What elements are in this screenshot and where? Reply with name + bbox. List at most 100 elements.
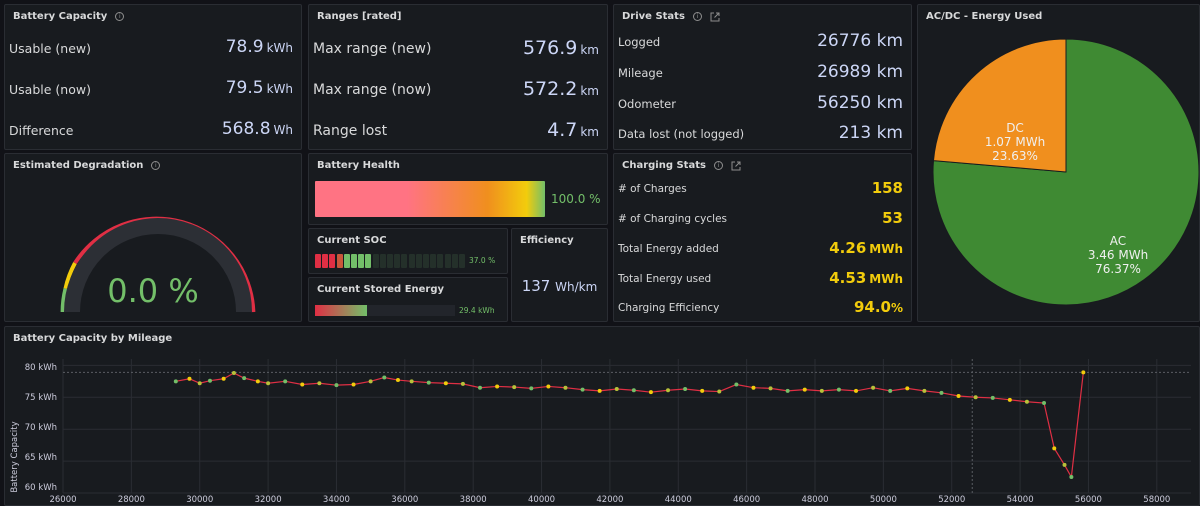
stat-row-logged: Logged 26776 km bbox=[614, 31, 911, 53]
external-link-icon[interactable] bbox=[731, 161, 741, 171]
gauge-threshold-green bbox=[60, 288, 68, 313]
data-point[interactable] bbox=[255, 379, 260, 384]
stat-unit: % bbox=[890, 301, 903, 315]
data-point[interactable] bbox=[283, 379, 288, 384]
data-point[interactable] bbox=[666, 388, 671, 393]
stat-unit: km bbox=[580, 43, 599, 57]
pie-label-ac-value: 3.46 MWh bbox=[1088, 248, 1148, 262]
pie-slice-dc[interactable] bbox=[932, 38, 1067, 173]
data-point[interactable] bbox=[300, 382, 305, 387]
stat-value: 4.26 MWh bbox=[829, 239, 903, 257]
data-point[interactable] bbox=[751, 385, 756, 390]
data-point[interactable] bbox=[854, 388, 859, 393]
pie-label-dc-percent: 23.63% bbox=[992, 149, 1038, 163]
stat-row-range-lost: Range lost 4.7 km bbox=[309, 119, 607, 141]
charging-stats-panel: Charging Stats i # of Charges 158 # of Ch… bbox=[613, 153, 912, 322]
data-point[interactable] bbox=[1069, 475, 1074, 480]
data-point[interactable] bbox=[1024, 399, 1029, 404]
data-point[interactable] bbox=[1007, 397, 1012, 402]
data-point[interactable] bbox=[819, 388, 824, 393]
data-point[interactable] bbox=[888, 388, 893, 393]
data-point[interactable] bbox=[207, 378, 212, 383]
stat-row-data-lost: Data lost (not logged) 213 km bbox=[614, 123, 911, 145]
stored-energy-fill bbox=[315, 305, 367, 316]
degradation-value: 0.0 % bbox=[107, 272, 199, 310]
data-point[interactable] bbox=[717, 389, 722, 394]
external-link-icon[interactable] bbox=[710, 12, 720, 22]
data-point[interactable] bbox=[266, 381, 271, 386]
stat-label: Max range (new) bbox=[313, 41, 432, 57]
data-point[interactable] bbox=[614, 386, 619, 391]
data-point[interactable] bbox=[1052, 446, 1057, 451]
soc-segment bbox=[379, 254, 386, 268]
data-point[interactable] bbox=[334, 383, 339, 388]
data-point[interactable] bbox=[231, 371, 236, 376]
y-tick-label: 65 kWh bbox=[25, 453, 57, 463]
info-icon[interactable]: i bbox=[713, 161, 723, 170]
info-icon[interactable]: i bbox=[692, 12, 702, 21]
soc-segment bbox=[430, 254, 437, 268]
info-icon[interactable]: i bbox=[151, 161, 161, 170]
data-point[interactable] bbox=[529, 386, 534, 391]
stat-value: 568.8 Wh bbox=[222, 119, 293, 139]
data-point[interactable] bbox=[382, 375, 387, 380]
data-point[interactable] bbox=[580, 387, 585, 392]
data-point[interactable] bbox=[785, 388, 790, 393]
data-point[interactable] bbox=[242, 376, 247, 381]
data-point[interactable] bbox=[1062, 462, 1067, 467]
data-point[interactable] bbox=[922, 388, 927, 393]
stat-label: Data lost (not logged) bbox=[618, 127, 745, 141]
data-point[interactable] bbox=[512, 385, 517, 390]
y-tick-label: 80 kWh bbox=[25, 363, 57, 373]
data-point[interactable] bbox=[317, 381, 322, 386]
data-point[interactable] bbox=[395, 378, 400, 383]
data-point[interactable] bbox=[973, 395, 978, 400]
stat-value: 53 bbox=[882, 209, 903, 227]
stat-number: 568.8 bbox=[221, 119, 271, 139]
data-point[interactable] bbox=[956, 394, 961, 399]
stat-label: Odometer bbox=[618, 97, 676, 111]
data-point[interactable] bbox=[939, 390, 944, 395]
data-point[interactable] bbox=[734, 382, 739, 387]
data-point[interactable] bbox=[905, 386, 910, 391]
data-point[interactable] bbox=[768, 386, 773, 391]
data-point[interactable] bbox=[426, 380, 431, 385]
data-point[interactable] bbox=[597, 388, 602, 393]
data-point[interactable] bbox=[563, 385, 568, 390]
data-point[interactable] bbox=[648, 390, 653, 395]
soc-segment bbox=[315, 254, 321, 268]
drive-stats-panel: Drive Stats i Logged 26776 km Mileage 269… bbox=[613, 4, 912, 150]
data-point[interactable] bbox=[478, 385, 483, 390]
stat-value: 576.9 km bbox=[523, 37, 599, 59]
data-point[interactable] bbox=[187, 376, 192, 381]
x-tick-label: 50000 bbox=[870, 495, 897, 505]
data-point[interactable] bbox=[683, 386, 688, 391]
soc-segment bbox=[358, 254, 365, 268]
stat-row-energy-added: Total Energy added 4.26 MWh bbox=[614, 239, 911, 261]
data-point[interactable] bbox=[368, 379, 373, 384]
y-axis-label: Battery Capacity bbox=[10, 421, 20, 492]
data-point[interactable] bbox=[1042, 401, 1047, 406]
data-point[interactable] bbox=[460, 381, 465, 386]
pie-label-ac-percent: 76.37% bbox=[1095, 262, 1141, 276]
data-point[interactable] bbox=[1081, 370, 1086, 375]
info-icon[interactable]: i bbox=[115, 12, 125, 21]
data-point[interactable] bbox=[173, 379, 178, 384]
data-point[interactable] bbox=[221, 376, 226, 381]
stat-number: 572.2 bbox=[522, 78, 578, 100]
data-point[interactable] bbox=[495, 384, 500, 389]
data-point[interactable] bbox=[443, 381, 448, 386]
data-point[interactable] bbox=[836, 387, 841, 392]
soc-segment bbox=[365, 254, 372, 268]
data-point[interactable] bbox=[631, 388, 636, 393]
data-point[interactable] bbox=[871, 385, 876, 390]
data-point[interactable] bbox=[990, 395, 995, 400]
x-tick-label: 28000 bbox=[118, 495, 145, 505]
data-point[interactable] bbox=[546, 384, 551, 389]
data-point[interactable] bbox=[351, 382, 356, 387]
data-point[interactable] bbox=[802, 387, 807, 392]
data-point[interactable] bbox=[409, 379, 414, 384]
data-point[interactable] bbox=[197, 381, 202, 386]
data-point[interactable] bbox=[700, 388, 705, 393]
stat-row-usable-now: Usable (now) 79.5 kWh bbox=[5, 78, 301, 100]
